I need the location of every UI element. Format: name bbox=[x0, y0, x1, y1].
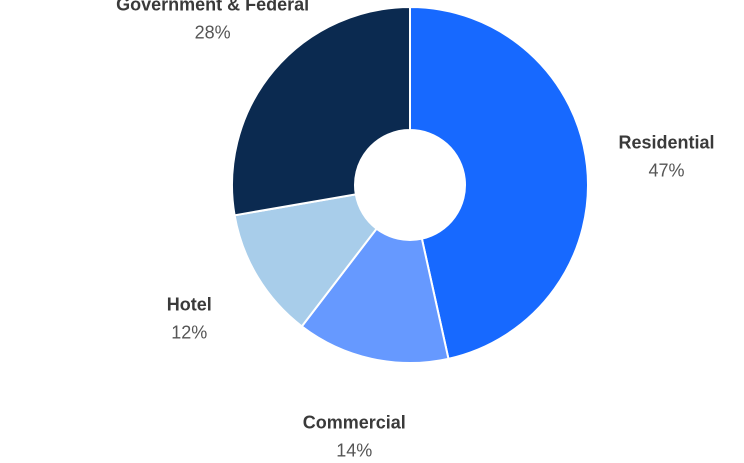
slice-label: Residential bbox=[618, 133, 714, 153]
slice bbox=[233, 193, 378, 328]
slice bbox=[300, 227, 450, 364]
slice-label: Government & Federal bbox=[116, 0, 309, 15]
slice-value: 28% bbox=[195, 23, 231, 43]
slice-label: Commercial bbox=[303, 413, 406, 433]
slice-label: Hotel bbox=[167, 294, 212, 314]
slice bbox=[409, 5, 589, 360]
slice bbox=[231, 5, 411, 217]
slice-value: 47% bbox=[648, 161, 684, 181]
slice-value: 12% bbox=[171, 322, 207, 342]
slice-value: 14% bbox=[336, 441, 372, 461]
